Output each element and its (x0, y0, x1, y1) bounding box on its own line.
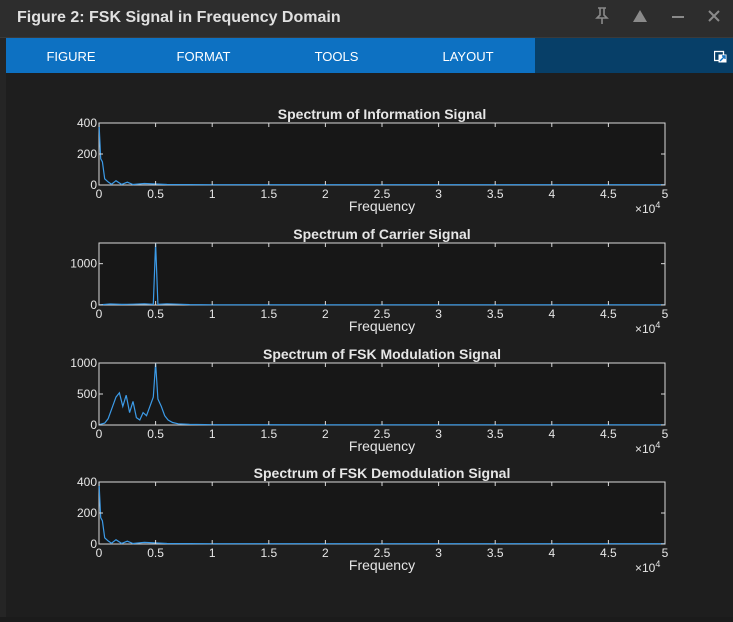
x-tick-label: 2 (322, 307, 329, 321)
x-axis-label: Frequency (349, 198, 415, 214)
x-tick-label: 4 (548, 307, 555, 321)
x-tick-label: 1.5 (260, 187, 277, 201)
y-tick-label: 200 (77, 506, 97, 520)
x-tick-label: 5 (662, 546, 669, 560)
pin-icon[interactable] (591, 7, 613, 29)
chart-title: Spectrum of FSK Demodulation Signal (254, 465, 511, 481)
chart-title: Spectrum of Information Signal (278, 106, 486, 122)
x-tick-label: 3 (435, 187, 442, 201)
x-axis-exponent: ×104 (635, 559, 660, 575)
x-tick-label: 1.5 (260, 307, 277, 321)
y-tick-label: 400 (77, 475, 97, 489)
x-tick-label: 1 (209, 427, 216, 441)
x-tick-label: 0.5 (147, 427, 164, 441)
x-tick-label: 4.5 (600, 187, 617, 201)
chart-title: Spectrum of FSK Modulation Signal (263, 346, 501, 362)
x-tick-label: 2.5 (374, 307, 391, 321)
x-axis-exponent: ×104 (635, 440, 660, 456)
x-tick-label: 0.5 (147, 307, 164, 321)
axes-box (98, 122, 666, 186)
figure-canvas: 0 0.5 1 1.5 2 2.5 3 3.5 4 4.5 5 0 200 400 Spectrum of … (6, 73, 733, 617)
undock-icon[interactable] (713, 49, 727, 63)
series-line (98, 122, 665, 186)
y-tick-label: 500 (77, 387, 97, 401)
chart-2 (98, 242, 666, 306)
y-tick-label: 1000 (70, 257, 97, 271)
x-tick-label: 1 (209, 546, 216, 560)
toolstrip: FIGURE FORMAT TOOLS LAYOUT (6, 38, 733, 73)
x-tick-label: 3.5 (487, 427, 504, 441)
axes-box (98, 242, 666, 306)
x-tick-label: 4.5 (600, 307, 617, 321)
x-tick-label: 2 (322, 187, 329, 201)
chart-1 (98, 122, 666, 186)
x-tick-label: 2.5 (374, 187, 391, 201)
series-line (98, 481, 665, 545)
tab-tools[interactable]: TOOLS (314, 49, 359, 64)
y-tick-label: 0 (90, 537, 97, 551)
x-tick-label: 3.5 (487, 187, 504, 201)
x-tick-label: 3 (435, 307, 442, 321)
axes-box (98, 362, 666, 426)
x-tick-label: 5 (662, 187, 669, 201)
x-tick-label: 0 (96, 307, 103, 321)
x-tick-label: 3 (435, 546, 442, 560)
close-icon[interactable] (703, 7, 725, 29)
x-axis-label: Frequency (349, 318, 415, 334)
axes-box (98, 481, 666, 545)
y-tick-label: 1000 (70, 356, 97, 370)
y-tick-label: 200 (77, 147, 97, 161)
minimize-icon[interactable] (667, 7, 689, 29)
y-tick-label: 0 (90, 298, 97, 312)
chart-4 (98, 481, 666, 545)
x-tick-label: 4.5 (600, 427, 617, 441)
x-tick-label: 1.5 (260, 427, 277, 441)
x-tick-label: 1 (209, 187, 216, 201)
x-axis-label: Frequency (349, 438, 415, 454)
x-tick-label: 4.5 (600, 546, 617, 560)
x-tick-label: 2.5 (374, 427, 391, 441)
chart-3 (98, 362, 666, 426)
x-tick-label: 1 (209, 307, 216, 321)
x-tick-label: 3.5 (487, 546, 504, 560)
series-line (98, 362, 665, 426)
x-tick-label: 0 (96, 546, 103, 560)
window-title: Figure 2: FSK Signal in Frequency Domain (17, 9, 341, 26)
x-tick-label: 1.5 (260, 546, 277, 560)
window-titlebar: Figure 2: FSK Signal in Frequency Domain (0, 0, 733, 38)
x-tick-label: 2 (322, 427, 329, 441)
x-tick-label: 4 (548, 546, 555, 560)
x-axis-exponent: ×104 (635, 320, 660, 336)
x-axis-exponent: ×104 (635, 200, 660, 216)
y-tick-label: 400 (77, 116, 97, 130)
x-tick-label: 0.5 (147, 187, 164, 201)
x-tick-label: 2.5 (374, 546, 391, 560)
y-tick-label: 0 (90, 178, 97, 192)
tab-layout[interactable]: LAYOUT (442, 49, 494, 64)
x-tick-label: 5 (662, 307, 669, 321)
x-tick-label: 4 (548, 427, 555, 441)
x-tick-label: 5 (662, 427, 669, 441)
collapse-icon[interactable] (629, 7, 651, 29)
tab-format[interactable]: FORMAT (176, 49, 231, 64)
x-tick-label: 4 (548, 187, 555, 201)
left-edge-strip (0, 38, 6, 617)
chart-title: Spectrum of Carrier Signal (293, 226, 470, 242)
x-tick-label: 2 (322, 546, 329, 560)
x-tick-label: 3 (435, 427, 442, 441)
x-tick-label: 3.5 (487, 307, 504, 321)
x-tick-label: 0.5 (147, 546, 164, 560)
x-tick-label: 0 (96, 427, 103, 441)
x-axis-label: Frequency (349, 557, 415, 573)
y-tick-label: 0 (90, 418, 97, 432)
toolstrip-empty-area (535, 38, 733, 73)
x-tick-label: 0 (96, 187, 103, 201)
tab-figure[interactable]: FIGURE (46, 49, 96, 64)
